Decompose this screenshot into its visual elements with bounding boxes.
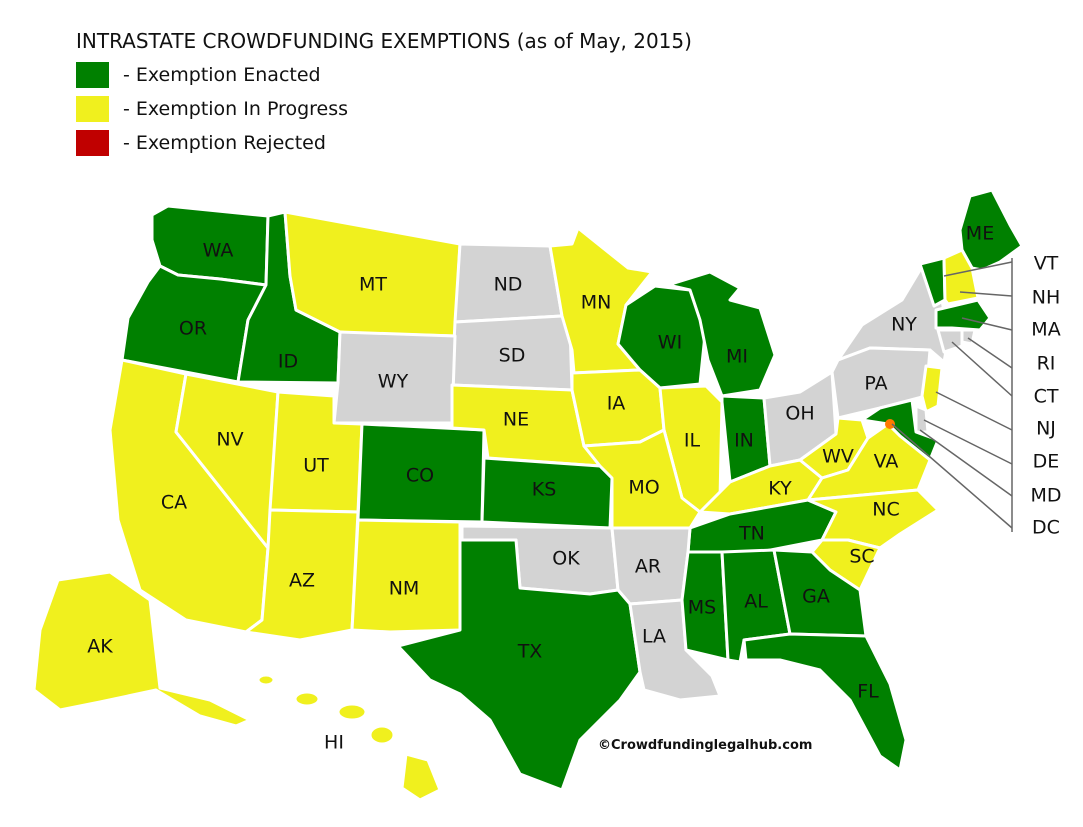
- legend-item-in-progress: - Exemption In Progress: [76, 96, 348, 122]
- state-label-mi: MI: [726, 346, 748, 368]
- callout-label-ct: CT: [1034, 386, 1059, 408]
- state-label-mn: MN: [581, 292, 612, 314]
- callout-label-vt: VT: [1034, 253, 1059, 275]
- state-nj: [920, 364, 944, 414]
- state-mi: [666, 270, 777, 398]
- state-label-wv: WV: [822, 446, 854, 468]
- callout-lines: [891, 258, 1013, 532]
- legend-swatch-enacted: [76, 62, 109, 88]
- state-label-tn: TN: [738, 523, 765, 545]
- state-label-wa: WA: [203, 240, 234, 262]
- state-label-ky: KY: [768, 478, 792, 500]
- credit-text: ©Crowdfundinglegalhub.com: [598, 738, 812, 753]
- state-ma: [934, 298, 992, 332]
- state-de: [914, 404, 930, 434]
- state-label-ms: MS: [688, 597, 716, 619]
- legend-label-rejected: - Exemption Rejected: [123, 132, 326, 154]
- state-label-va: VA: [874, 451, 899, 473]
- state-label-az: AZ: [289, 570, 315, 592]
- state-label-fl: FL: [857, 681, 879, 703]
- state-label-pa: PA: [864, 373, 887, 395]
- state-label-ak: AK: [87, 636, 113, 658]
- state-label-or: OR: [179, 318, 207, 340]
- legend-swatch-rejected: [76, 130, 109, 156]
- callout-label-nj: NJ: [1036, 418, 1056, 440]
- callout-label-ri: RI: [1037, 353, 1056, 375]
- legend-item-rejected: - Exemption Rejected: [76, 130, 326, 156]
- state-hi: [256, 673, 442, 802]
- state-label-ia: IA: [607, 393, 626, 415]
- state-tx: [396, 538, 642, 792]
- map-title: INTRASTATE CROWDFUNDING EXEMPTIONS (as o…: [76, 29, 692, 53]
- state-label-id: ID: [278, 351, 298, 373]
- state-labels: WA OR ID MT ND SD WY MN WI MI NY ME CA NV UT CO NE IA IL IN…: [87, 223, 994, 754]
- state-wy: [332, 330, 457, 425]
- state-wi: [616, 284, 708, 390]
- state-label-wi: WI: [658, 332, 682, 354]
- state-label-ny: NY: [891, 314, 917, 336]
- state-nh: [942, 248, 980, 306]
- state-label-mo: MO: [628, 477, 659, 499]
- legend-label-enacted: - Exemption Enacted: [123, 64, 321, 86]
- state-label-sc: SC: [849, 546, 874, 568]
- state-label-nd: ND: [494, 274, 523, 296]
- state-label-ok: OK: [552, 548, 580, 570]
- state-label-ga: GA: [802, 586, 830, 608]
- state-label-wy: WY: [378, 371, 409, 393]
- state-label-ca: CA: [161, 492, 187, 514]
- state-label-nv: NV: [216, 429, 243, 451]
- state-label-tx: TX: [517, 641, 543, 663]
- state-label-al: AL: [744, 591, 768, 613]
- dc-marker: [885, 419, 895, 429]
- state-label-ne: NE: [503, 409, 529, 431]
- state-fl: [742, 632, 908, 772]
- state-ms: [680, 550, 730, 662]
- state-mo: [582, 428, 702, 530]
- legend-item-enacted: - Exemption Enacted: [76, 62, 321, 88]
- callout-label-md: MD: [1030, 485, 1061, 507]
- state-nm: [350, 518, 462, 634]
- state-ak: [32, 570, 252, 728]
- state-label-co: CO: [406, 465, 434, 487]
- state-label-oh: OH: [785, 403, 814, 425]
- state-label-mt: MT: [359, 274, 387, 296]
- state-label-me: ME: [966, 223, 994, 245]
- callout-label-ma: MA: [1031, 319, 1060, 341]
- callout-label-nh: NH: [1032, 287, 1061, 309]
- legend-label-in-progress: - Exemption In Progress: [123, 98, 349, 120]
- callout-label-de: DE: [1033, 451, 1060, 473]
- state-label-sd: SD: [499, 345, 526, 367]
- state-label-il: IL: [684, 430, 701, 452]
- legend-swatch-in-progress: [76, 96, 109, 122]
- state-label-ks: KS: [532, 479, 557, 501]
- state-label-hi: HI: [324, 732, 344, 754]
- state-label-nc: NC: [872, 499, 899, 521]
- state-label-ar: AR: [635, 556, 661, 578]
- state-label-in: IN: [734, 430, 754, 452]
- callout-labels: VT NH MA RI CT NJ DE MD DC: [1030, 253, 1061, 539]
- callout-label-dc: DC: [1032, 517, 1060, 539]
- state-label-ut: UT: [303, 455, 329, 477]
- state-label-nm: NM: [389, 578, 420, 600]
- state-label-la: LA: [642, 626, 666, 648]
